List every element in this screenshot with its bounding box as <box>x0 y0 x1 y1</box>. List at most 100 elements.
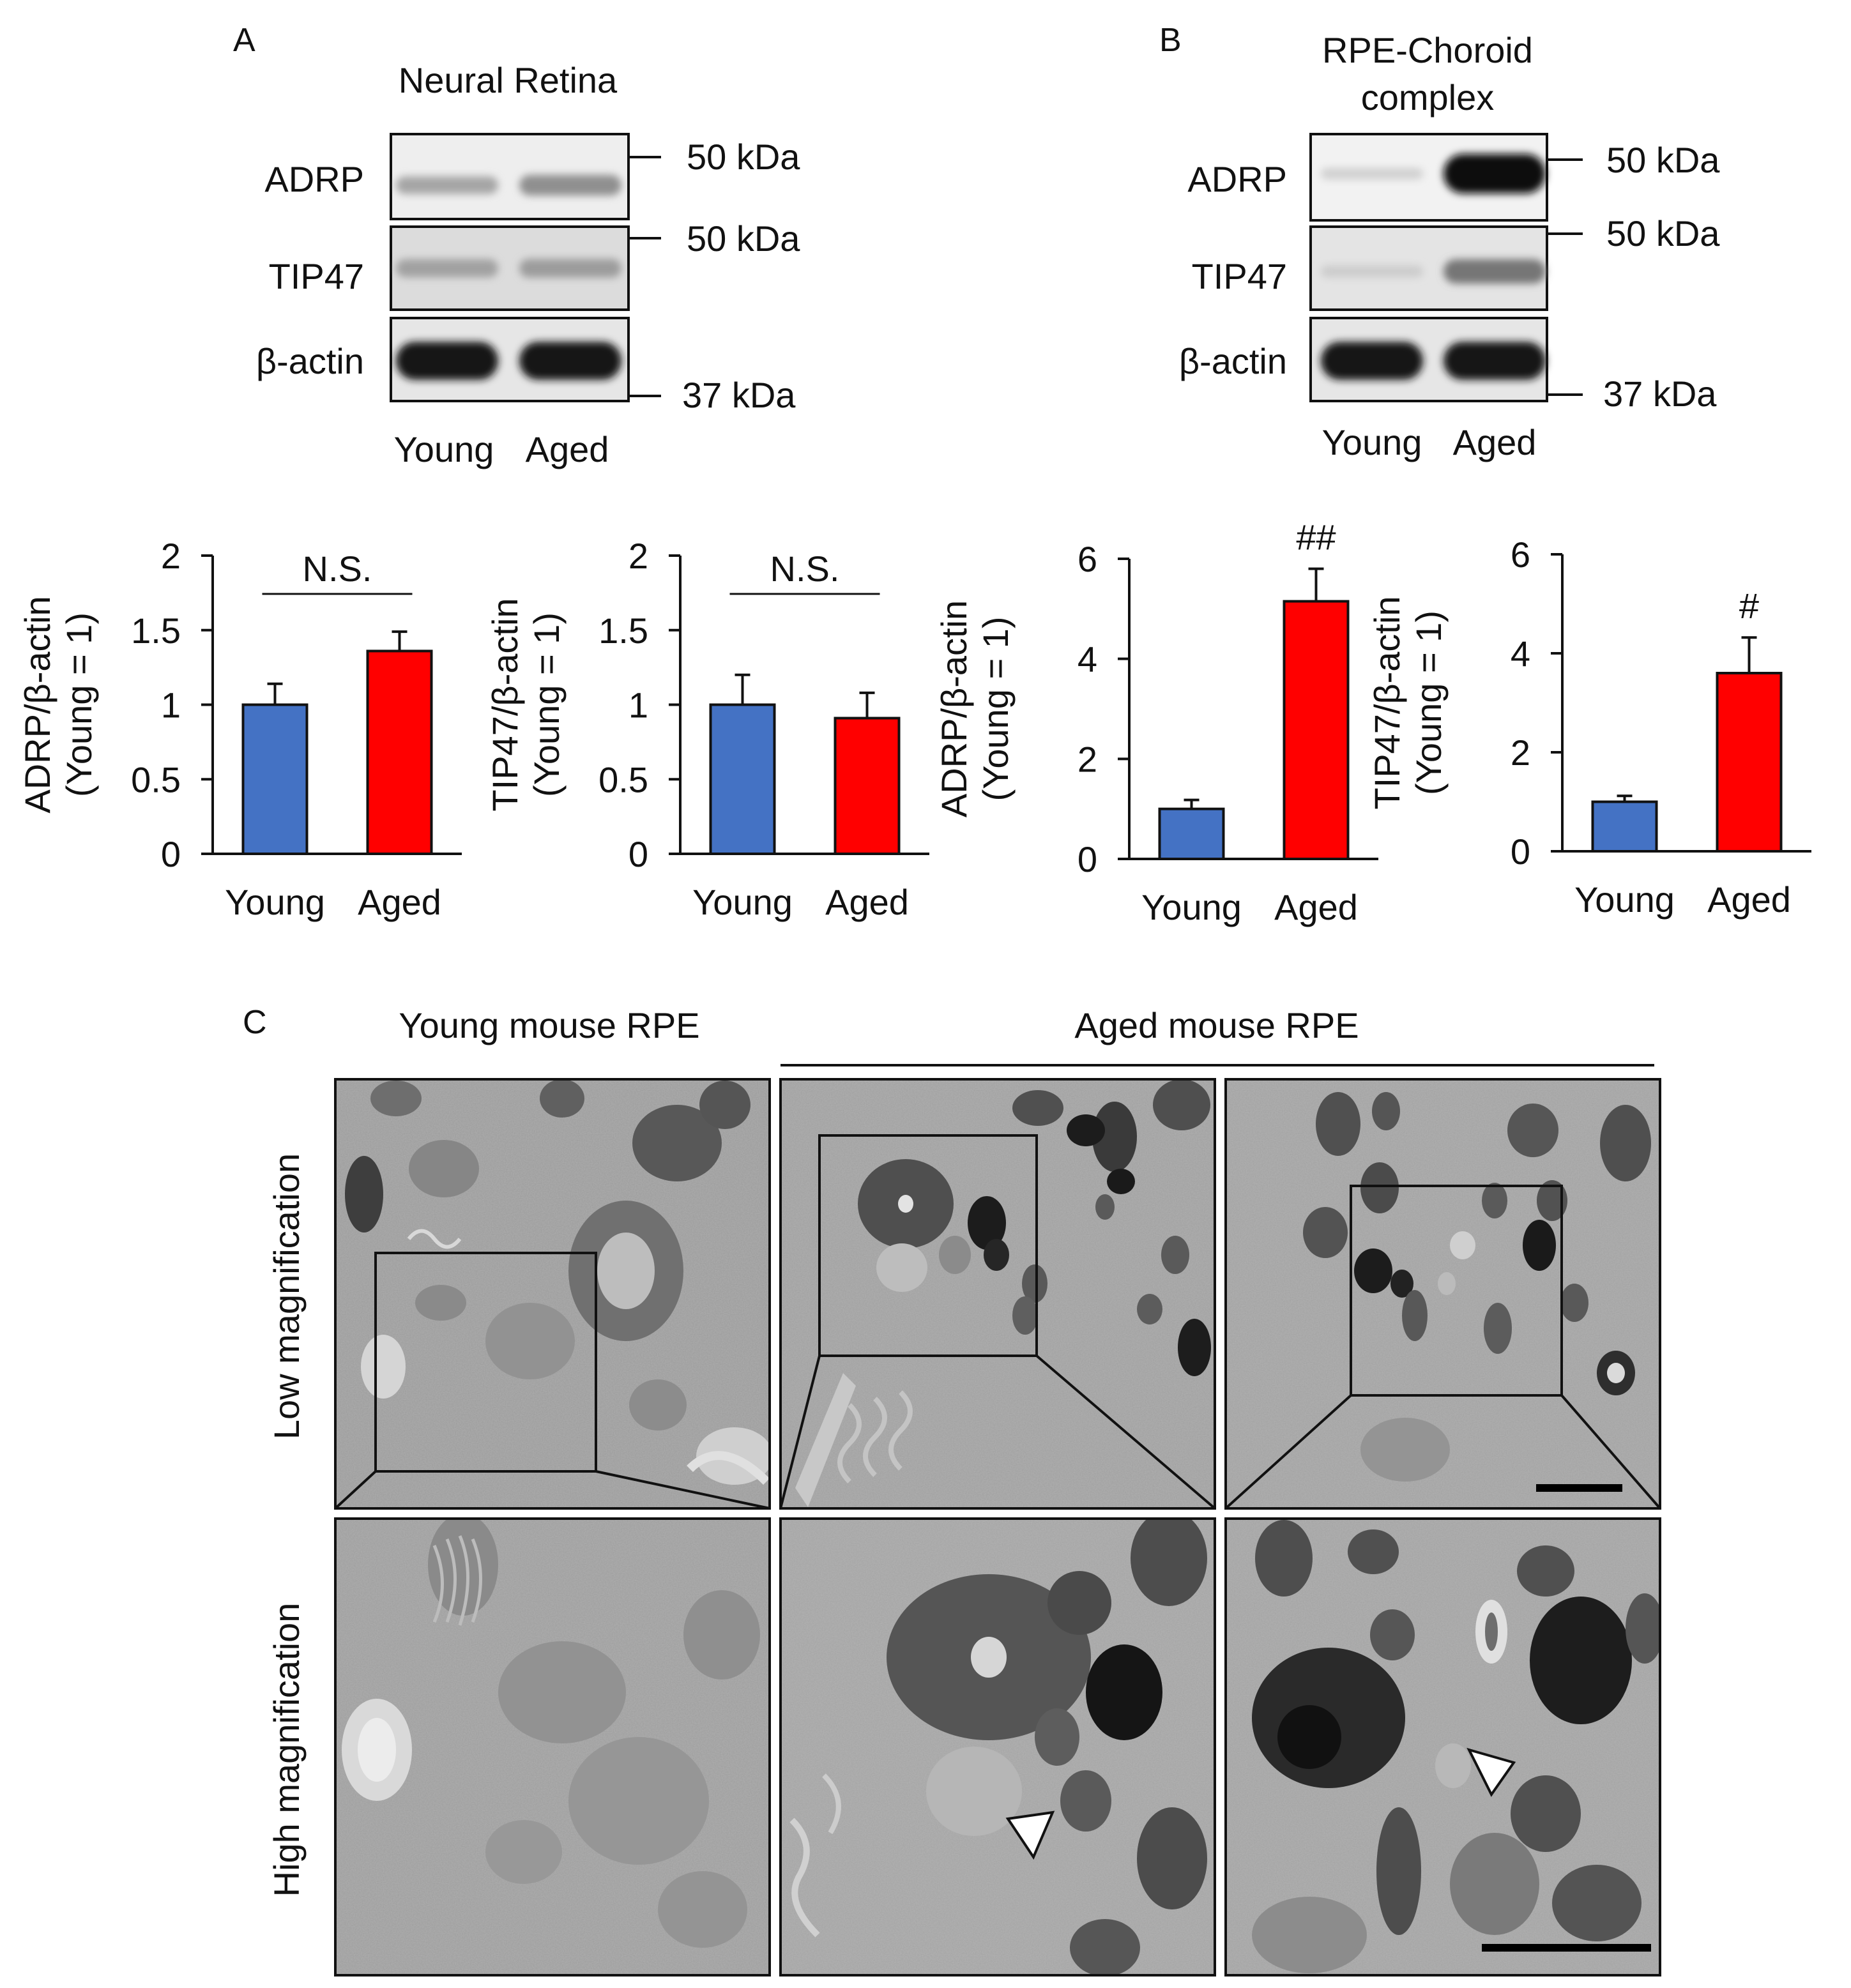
significance-label: ## <box>1296 517 1336 558</box>
marker-b-2: 50 kDa <box>1606 213 1720 254</box>
blot-band <box>1321 168 1423 179</box>
y-tick-label: 0.5 <box>131 759 181 800</box>
em-low-aged-2 <box>1226 1079 1660 1508</box>
category-label: Aged <box>358 882 441 922</box>
panel-letter-b: B <box>1159 22 1182 59</box>
em-high-young <box>335 1519 770 1975</box>
blot-band <box>1321 265 1423 278</box>
category-label: Young <box>1574 879 1675 920</box>
y-axis-label-line1: TIP47/β-actin <box>1367 596 1407 809</box>
y-tick-label: 0 <box>1078 839 1097 879</box>
bar-young <box>241 703 308 855</box>
bar-young <box>709 703 776 855</box>
marker-b-1: 50 kDa <box>1606 140 1720 180</box>
panel-a-title: Neural Retina <box>399 60 618 100</box>
y-tick-label: 2 <box>628 536 648 576</box>
bar-chart-a-tip47: 0 0.5 1 1.5 2 TIP47/β-actin (Young = 1) Young Ag… <box>485 536 929 922</box>
blot-a-label-tip47: TIP47 <box>269 256 364 296</box>
blot-band <box>396 259 498 278</box>
row-label-high: High magnification <box>266 1603 307 1897</box>
blot-a-adrp <box>390 133 630 220</box>
y-tick-label: 1.5 <box>131 611 181 651</box>
y-tick-label: 1.5 <box>598 611 648 651</box>
panel-b-title-line2: complex <box>1361 77 1495 118</box>
blot-b-label-tip47: TIP47 <box>1192 256 1287 296</box>
blot-band <box>519 259 621 278</box>
category-label: Aged <box>1707 879 1791 920</box>
y-tick-label: 4 <box>1511 634 1530 674</box>
panel-letter-a: A <box>233 22 255 59</box>
y-axis-label-line1: TIP47/β-actin <box>485 598 525 811</box>
marker-b-3: 37 kDa <box>1603 374 1717 414</box>
bar-chart-a-adrp: 0 0.5 1 1.5 2 ADRP/β-actin (Young = 1) Young Age… <box>17 536 462 922</box>
bar-aged <box>1716 672 1783 853</box>
y-axis-label-line2: (Young = 1) <box>59 612 99 797</box>
bar-chart-b-adrp: 0 2 4 6 ADRP/β-actin (Young = 1) Young Aged ## <box>934 517 1378 927</box>
significance-label: N.S. <box>770 549 840 589</box>
row-label-low: Low magnification <box>266 1153 307 1439</box>
marker-a-3: 37 kDa <box>682 375 796 415</box>
y-axis-label-line1: ADRP/β-actin <box>17 596 57 813</box>
em-high-aged-1 <box>781 1519 1215 1975</box>
marker-a-2: 50 kDa <box>687 218 800 259</box>
blot-b-adrp <box>1309 133 1548 222</box>
bar-young <box>1591 800 1658 853</box>
y-axis-label-line1: ADRP/β-actin <box>934 600 974 817</box>
bar-chart-b-tip47: 0 2 4 6 TIP47/β-actin (Young = 1) Young Aged # <box>1367 535 1811 920</box>
inset-box-young <box>374 1252 597 1473</box>
blot-band <box>519 174 621 196</box>
y-tick-label: 0 <box>161 834 181 874</box>
lane-b-young: Young <box>1322 422 1422 462</box>
y-tick-label: 2 <box>161 536 181 576</box>
blot-a-label-adrp: ADRP <box>264 159 364 199</box>
blot-b-label-actin: β-actin <box>1179 341 1287 381</box>
blot-band <box>519 342 621 380</box>
y-tick-label: 1 <box>628 685 648 725</box>
panel-letter-c: C <box>243 1004 267 1041</box>
panel-b-title-line1: RPE-Choroid <box>1322 30 1533 70</box>
bar-aged <box>834 717 901 856</box>
arrowhead-aged-1 <box>1005 1810 1055 1860</box>
category-label: Young <box>1141 887 1242 927</box>
y-tick-label: 6 <box>1078 539 1097 579</box>
category-label: Aged <box>825 882 909 922</box>
inset-box-aged-1 <box>818 1134 1038 1357</box>
blot-band <box>1443 154 1546 193</box>
lane-a-aged: Aged <box>526 429 609 469</box>
y-tick-label: 2 <box>1078 739 1097 779</box>
y-tick-label: 1 <box>161 685 181 725</box>
blot-band <box>396 176 498 194</box>
panel-c: C Young mouse RPE Aged mouse RPE Low mag… <box>243 1004 1661 1977</box>
col-header-aged: Aged mouse RPE <box>1074 1005 1359 1045</box>
em-low-aged-1 <box>781 1079 1215 1508</box>
lane-b-aged: Aged <box>1453 422 1537 462</box>
y-axis-label-line2: (Young = 1) <box>526 612 567 797</box>
blot-a-actin <box>390 317 630 402</box>
significance-label: # <box>1739 586 1759 626</box>
panel-a: A Neural Retina ADRP TIP47 β-actin 50 kD… <box>233 22 800 469</box>
em-high-aged-2 <box>1226 1519 1660 1975</box>
y-tick-label: 0 <box>628 834 648 874</box>
y-axis-label-line2: (Young = 1) <box>975 616 1016 801</box>
bar-young <box>1158 807 1225 860</box>
marker-a-1: 50 kDa <box>687 137 800 177</box>
col-header-young: Young mouse RPE <box>399 1005 699 1045</box>
arrowhead-aged-2 <box>1466 1747 1516 1797</box>
blot-b-actin <box>1309 317 1548 402</box>
blot-a-tip47 <box>390 225 630 311</box>
y-tick-label: 2 <box>1511 732 1530 773</box>
bar-aged <box>1283 600 1350 860</box>
significance-label: N.S. <box>303 549 372 589</box>
blot-band <box>1443 259 1546 284</box>
blot-band <box>396 342 498 380</box>
blot-b-tip47 <box>1309 225 1548 311</box>
y-axis-label-line2: (Young = 1) <box>1408 611 1449 795</box>
em-low-young <box>335 1079 770 1508</box>
blot-b-label-adrp: ADRP <box>1187 159 1287 199</box>
y-tick-label: 4 <box>1078 639 1097 679</box>
category-label: Young <box>692 882 793 922</box>
blot-band <box>1321 342 1423 380</box>
blot-a-label-actin: β-actin <box>256 341 364 381</box>
lane-a-young: Young <box>394 429 494 469</box>
y-tick-label: 6 <box>1511 535 1530 575</box>
